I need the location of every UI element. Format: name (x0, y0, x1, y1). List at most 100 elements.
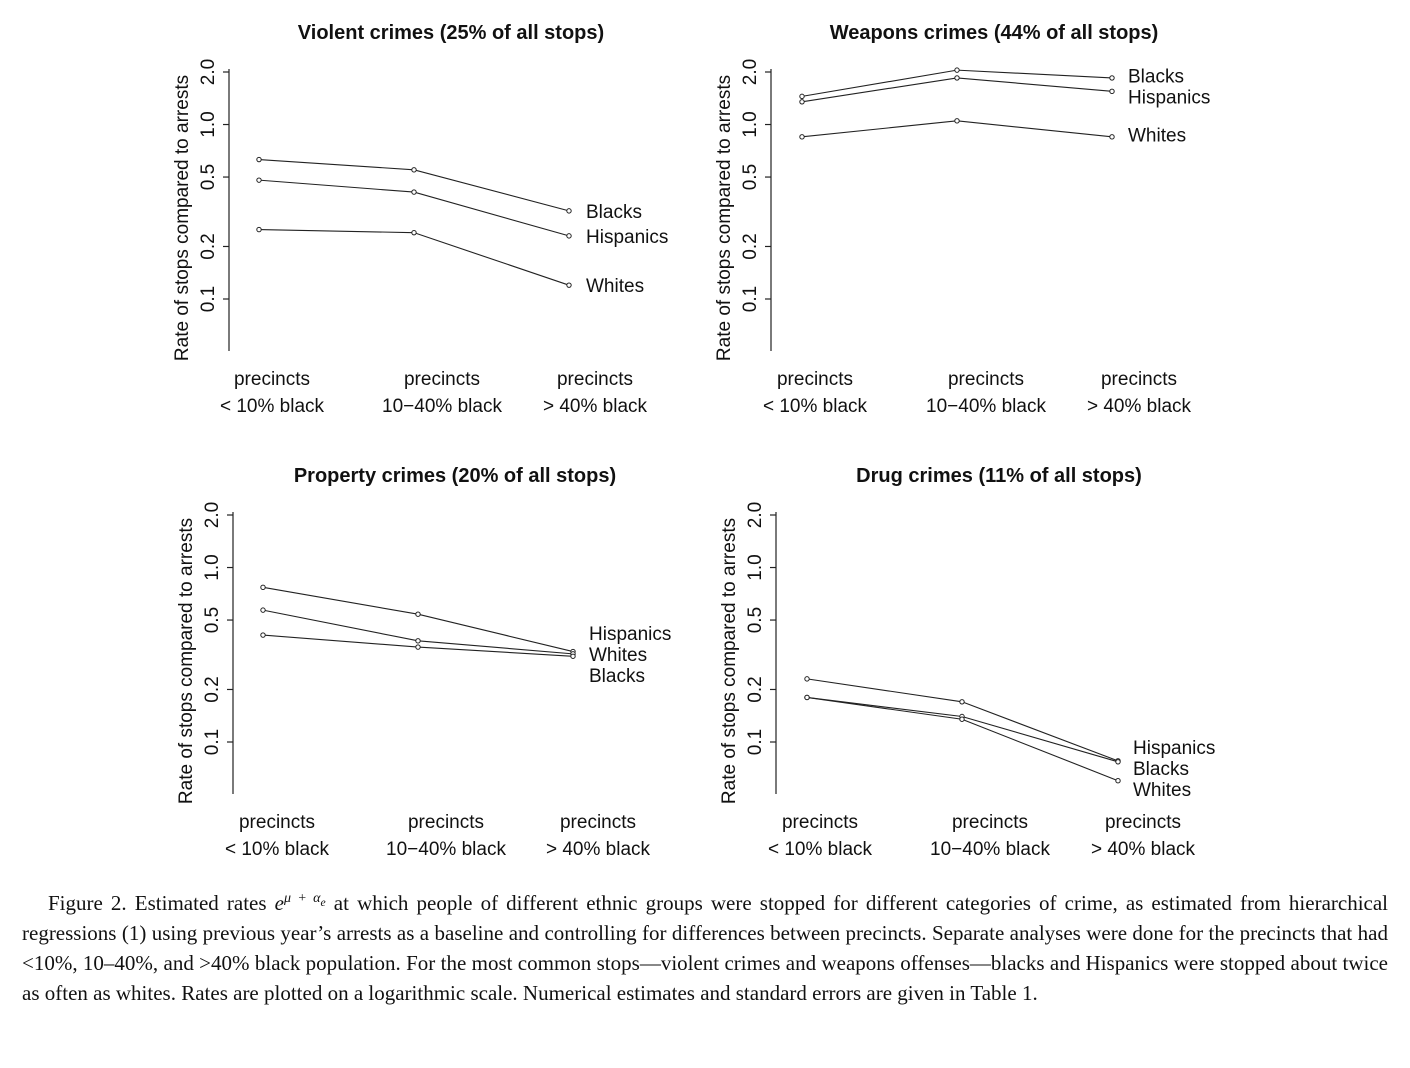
data-point (415, 611, 421, 617)
y-tick-label: 0.1 (198, 286, 219, 312)
series-line-hispanics (258, 179, 570, 237)
data-point (570, 653, 576, 659)
y-tick-label: 0.5 (202, 607, 223, 633)
data-point (799, 93, 805, 100)
data-point (1115, 778, 1121, 784)
y-tick-label: 1.0 (740, 111, 761, 137)
caption-post: at which people of different ethnic grou… (22, 891, 1389, 1005)
data-point (959, 716, 965, 722)
data-point (415, 638, 421, 644)
series-label: Whites (1128, 125, 1186, 146)
data-point (1109, 75, 1115, 81)
data-point (1115, 759, 1121, 765)
x-category-label-line1: precincts (560, 812, 636, 833)
y-tick-label: 0.2 (740, 233, 761, 259)
data-point (415, 644, 421, 650)
chart-title: Property crimes (20% of all stops) (294, 465, 616, 487)
caption-pre: Estimated rates (126, 891, 275, 915)
y-tick-label: 1.0 (198, 111, 219, 137)
x-category-label-line2: < 10% black (768, 839, 873, 860)
data-point (954, 67, 960, 73)
x-category-label-line2: 10−40% black (382, 396, 502, 417)
y-tick-label: 0.2 (745, 676, 766, 702)
data-point (566, 282, 572, 288)
formula-sup-text: μ + α (283, 891, 321, 906)
series-line-hispanics (801, 77, 1113, 103)
series-label: Blacks (586, 202, 642, 223)
x-category-label-line1: precincts (408, 812, 484, 833)
chart-panel-1: Violent crimes (25% of all stops) 0.1 0.2 0… (172, 22, 668, 417)
y-tick-label: 0.2 (198, 233, 219, 259)
data-point (799, 134, 805, 140)
caption-label: Figure 2. (48, 891, 127, 915)
caption-formula: eμ + αe (275, 891, 326, 915)
y-tick-label: 0.5 (745, 607, 766, 633)
y-tick-label: 2.0 (202, 502, 223, 528)
y-tick-label: 0.5 (198, 164, 219, 190)
x-category-label-line2: 10−40% black (926, 396, 1046, 417)
y-tick-label: 0.1 (202, 729, 223, 755)
x-category-label-line2: < 10% black (220, 396, 325, 417)
x-category-label-line2: > 40% black (546, 839, 651, 860)
series-label: Hispanics (1133, 738, 1215, 759)
chart-title: Weapons crimes (44% of all stops) (830, 22, 1159, 44)
x-category-label-line2: 10−40% black (386, 839, 506, 860)
y-axis-label: Rate of stops compared to arrests (176, 518, 197, 804)
y-tick-label: 0.1 (740, 286, 761, 312)
y-tick-label: 1.0 (745, 554, 766, 580)
data-point (411, 189, 417, 195)
y-tick-label: 2.0 (198, 59, 219, 85)
series-label: Whites (1133, 780, 1191, 801)
series-label: Whites (586, 276, 644, 297)
figure-charts: Violent crimes (25% of all stops) 0.1 0.2 0… (172, 22, 1215, 860)
data-point (260, 632, 266, 638)
chart-title: Violent crimes (25% of all stops) (298, 22, 604, 44)
data-point (566, 208, 572, 214)
y-tick-label: 0.1 (745, 729, 766, 755)
data-point (799, 99, 805, 105)
x-category-label-line2: > 40% black (543, 396, 648, 417)
x-category-label-line2: 10−40% black (930, 839, 1050, 860)
y-tick-label: 2.0 (740, 59, 761, 85)
x-category-label-line1: precincts (952, 812, 1028, 833)
x-category-label-line1: precincts (782, 812, 858, 833)
x-category-label-line1: precincts (1101, 369, 1177, 390)
data-point (954, 118, 960, 124)
x-category-label-line1: precincts (557, 369, 633, 390)
y-axis-label: Rate of stops compared to arrests (719, 518, 740, 804)
chart-panel-3: Property crimes (20% of all stops) 0.1 0.2… (176, 465, 671, 860)
figure-caption: Figure 2. Estimated rates eμ + αe at whi… (22, 884, 1388, 1008)
data-point (1109, 134, 1115, 140)
series-line-whites (258, 229, 570, 286)
y-tick-label: 1.0 (202, 554, 223, 580)
chart-panel-2: Weapons crimes (44% of all stops) 0.1 0.2 0… (714, 22, 1210, 417)
data-point (256, 226, 262, 233)
series-label: Whites (589, 645, 647, 666)
data-point (1109, 88, 1115, 95)
x-category-label-line1: precincts (948, 369, 1024, 390)
x-category-label-line1: precincts (239, 812, 315, 833)
data-point (260, 607, 266, 613)
y-axis-label: Rate of stops compared to arrests (714, 75, 735, 361)
x-category-label-line2: < 10% black (225, 839, 330, 860)
y-axis-label: Rate of stops compared to arrests (172, 75, 193, 361)
data-point (566, 233, 572, 239)
y-tick-label: 2.0 (745, 502, 766, 528)
chart-panel-4: Drug crimes (11% of all stops) 0.1 0.2 0.5 1… (719, 465, 1215, 860)
x-category-label-line2: > 40% black (1091, 839, 1196, 860)
series-label: Hispanics (586, 227, 668, 248)
series-label: Blacks (1133, 759, 1189, 780)
formula-base: e (274, 891, 284, 915)
series-label: Hispanics (589, 624, 671, 645)
series-label: Blacks (1128, 66, 1184, 87)
x-category-label-line1: precincts (234, 369, 310, 390)
data-point (260, 584, 266, 591)
data-point (256, 177, 262, 183)
series-line-blacks (801, 69, 1113, 97)
series-line-blacks (806, 696, 1119, 763)
data-point (411, 167, 417, 173)
formula-sub: e (320, 895, 326, 909)
series-line-whites (806, 696, 1119, 782)
x-category-label-line1: precincts (777, 369, 853, 390)
series-label: Blacks (589, 666, 645, 687)
